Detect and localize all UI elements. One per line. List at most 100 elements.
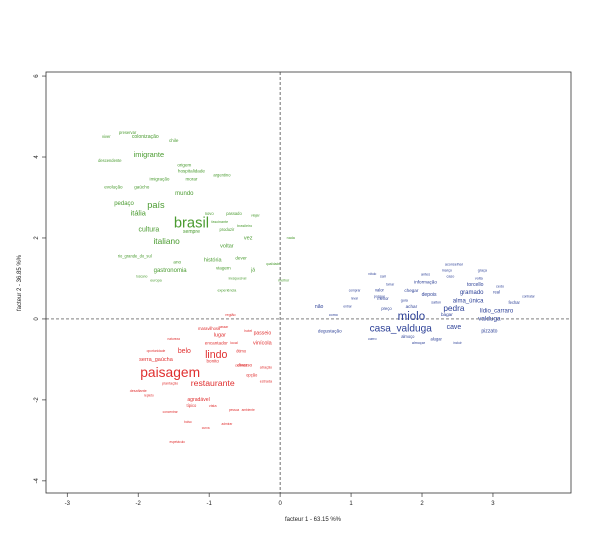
x-tick-label: -3 <box>65 501 71 507</box>
word-label: contratar <box>522 295 536 299</box>
word-label: preço <box>381 306 392 311</box>
word-label: achar <box>406 304 418 309</box>
x-tick-label: 3 <box>491 501 495 507</box>
x-axis-title: facteur 1 - 63.15 %% <box>285 517 342 523</box>
word-label: entrar <box>343 305 352 309</box>
word-label: serra_gaúcha <box>139 357 174 363</box>
word-label: toscano <box>136 274 147 278</box>
word-label: gramado <box>460 290 484 296</box>
word-label: inesquecível <box>229 276 247 280</box>
word-label: almoço <box>401 334 415 339</box>
word-label: atração <box>260 365 272 369</box>
word-label: março <box>442 268 452 272</box>
word-label: brasileiro <box>237 224 252 228</box>
word-label: tomar <box>386 282 395 286</box>
word-label: graça <box>478 268 488 272</box>
word-label: brasil <box>174 216 209 232</box>
word-label: passar <box>219 325 230 329</box>
word-label: típico <box>187 403 198 408</box>
word-label: cave <box>447 324 462 331</box>
word-label: qualidade <box>266 262 280 266</box>
word-label: porque <box>374 295 385 299</box>
word-label: levar <box>351 297 359 301</box>
word-label: comprar <box>349 288 362 292</box>
x-tick-label: -2 <box>136 501 142 507</box>
word-label: passado <box>226 211 242 216</box>
word-label: voltar <box>220 244 234 250</box>
word-label: rótulo <box>368 272 376 276</box>
word-label: almoçar <box>412 341 426 345</box>
word-label: menor <box>377 296 389 301</box>
word-label: chegar <box>404 288 419 293</box>
word-label: fechar <box>509 300 521 305</box>
word-label: bolso <box>184 420 192 424</box>
word-label: volta <box>475 276 484 280</box>
x-tick-label: 2 <box>420 501 424 507</box>
word-label: carro <box>368 337 376 341</box>
word-label: pedaço <box>114 201 134 207</box>
word-label: admirar <box>222 422 234 426</box>
word-label: bagar <box>441 312 453 317</box>
word-label: como <box>329 313 338 317</box>
word-label: vinícola <box>253 341 273 347</box>
word-label: história <box>204 258 223 264</box>
word-label: colonização <box>132 134 159 140</box>
y-tick-label: 4 <box>34 155 40 159</box>
x-tick-label: 1 <box>349 501 353 507</box>
word-label: valor <box>375 288 385 293</box>
word-label: experiência <box>217 289 237 293</box>
word-label: hotel <box>244 329 252 333</box>
word-label: curva <box>202 426 210 430</box>
x-tick-label: -1 <box>207 501 213 507</box>
word-label: lídio_carraro <box>480 308 514 314</box>
word-label: guia <box>401 299 409 303</box>
word-label: argentino <box>213 172 231 177</box>
word-label: alma_única <box>453 298 484 304</box>
word-label: lugar <box>214 333 226 339</box>
word-label: ambiente <box>242 408 255 412</box>
word-label: degustação <box>318 328 342 333</box>
word-label: melhor <box>278 278 290 282</box>
y-tick-label: -4 <box>34 478 40 484</box>
word-label: alugar <box>431 336 443 341</box>
word-label: país <box>147 200 165 210</box>
word-label: novo <box>205 211 215 216</box>
word-label: produzir <box>220 227 235 232</box>
word-label: salton <box>431 301 441 305</box>
plot-frame <box>45 71 572 494</box>
word-label: rio_grande_do_sul <box>118 253 152 258</box>
word-label: opção <box>246 373 258 378</box>
word-label: já <box>250 268 255 274</box>
word-label: pedra <box>443 303 465 313</box>
word-label: depois <box>422 292 437 298</box>
word-label: nada <box>287 236 296 240</box>
word-label: fascinante <box>211 220 228 224</box>
word-label: belo <box>178 348 191 355</box>
word-label: imigrante <box>134 150 164 159</box>
word-label: gastronomia <box>154 268 188 274</box>
word-label: oportunidade <box>147 349 166 353</box>
word-label: evolução <box>104 185 123 190</box>
y-tick-label: 6 <box>34 74 40 78</box>
word-label: incluir <box>453 341 462 345</box>
word-label: local <box>230 341 238 345</box>
word-label: espetáculo <box>170 440 186 444</box>
x-tick-label: 0 <box>278 501 282 507</box>
word-label: preservar <box>119 130 137 135</box>
word-label: informação <box>414 280 437 285</box>
word-label: sempre <box>183 229 200 235</box>
word-label: aconselhar <box>445 262 464 266</box>
word-label: maravilhoso <box>198 326 221 331</box>
word-label: ótimo <box>236 348 247 353</box>
word-label: antes <box>421 272 430 276</box>
plot-border <box>45 71 572 494</box>
word-label: casa_valduga <box>370 324 433 335</box>
word-label: valduga <box>478 316 501 323</box>
axis-ticks: -3 -2 -1 0 1 2 3 -4 -2 0 2 4 6 <box>34 74 495 507</box>
y-tick-label: -2 <box>34 397 40 403</box>
word-label: europa <box>150 278 162 282</box>
word-label: dever <box>235 255 247 260</box>
word-label: lindo <box>205 349 227 361</box>
